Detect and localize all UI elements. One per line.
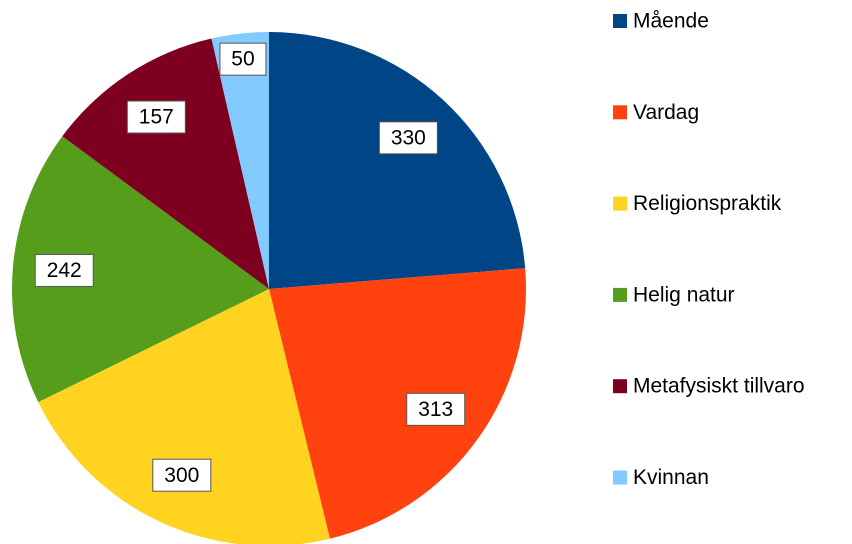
pie-slice — [269, 268, 526, 539]
legend-label: Mående — [633, 10, 709, 33]
pie-slice — [38, 289, 330, 544]
legend-swatch — [613, 287, 627, 302]
data-label-box — [34, 253, 94, 287]
legend-swatch — [613, 470, 627, 485]
legend-swatch — [613, 105, 627, 120]
pie-slice — [11, 136, 270, 403]
data-label: 50 — [231, 48, 254, 71]
pie-slice — [62, 38, 270, 289]
pie-slice — [211, 32, 269, 289]
legend-label: Kvinnan — [633, 466, 709, 489]
legend-label: Metafysiskt tillvaro — [633, 375, 805, 398]
legend-swatch — [613, 196, 627, 211]
data-label-box — [219, 42, 267, 76]
data-label: 157 — [139, 106, 174, 129]
pie-slice — [269, 32, 526, 289]
data-label-box — [378, 121, 438, 155]
data-label-box — [152, 458, 212, 492]
data-label: 330 — [391, 126, 426, 149]
legend-swatch — [613, 379, 627, 394]
legend-label: Vardag — [633, 101, 699, 124]
legend-swatch — [613, 14, 627, 28]
data-label: 300 — [164, 464, 199, 487]
data-label: 313 — [418, 398, 453, 421]
data-label-box — [126, 100, 186, 134]
legend-label: Helig natur — [633, 283, 735, 306]
data-label: 242 — [47, 259, 82, 282]
legend-label: Religionspraktik — [633, 192, 782, 215]
data-label-box — [406, 392, 466, 426]
